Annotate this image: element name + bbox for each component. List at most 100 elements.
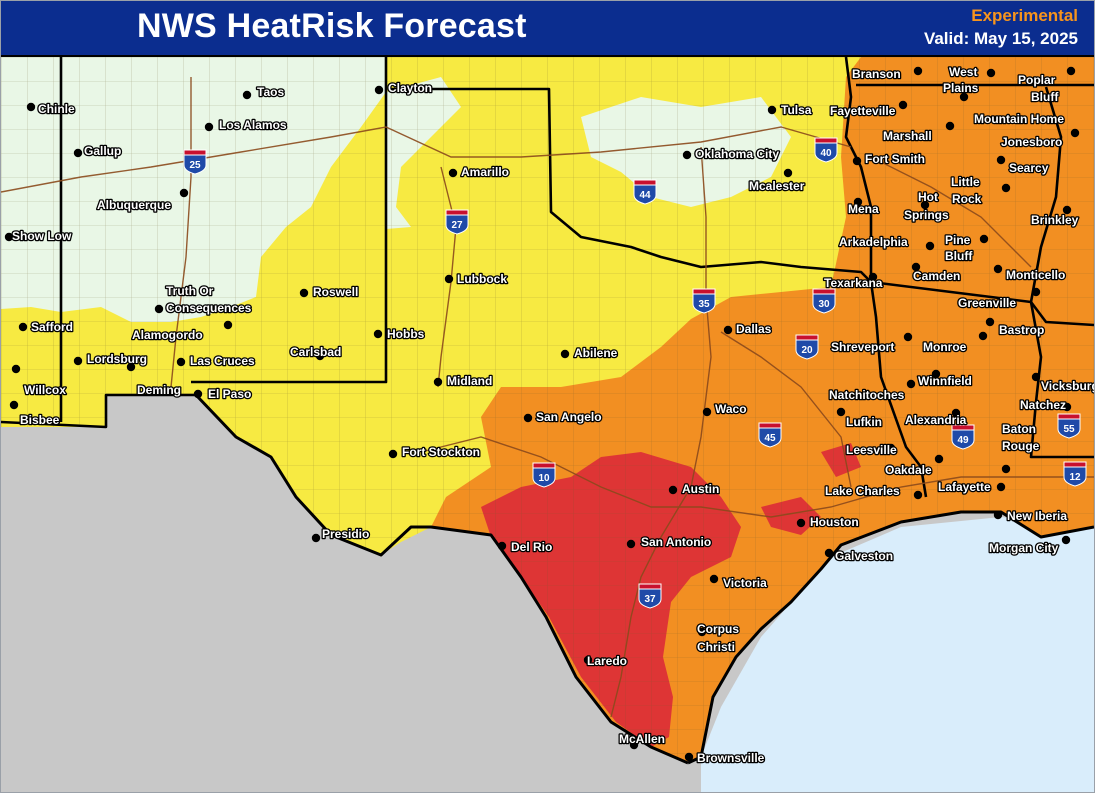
city-dot xyxy=(1062,205,1072,215)
city-label: Baton xyxy=(1002,422,1036,436)
interstate-number: 12 xyxy=(1069,472,1081,483)
interstate-shield-25: 25 xyxy=(183,149,207,175)
city-dot xyxy=(4,232,14,242)
interstate-number: 45 xyxy=(764,433,776,444)
city-label: Rouge xyxy=(1002,439,1040,453)
city-dot xyxy=(993,510,1003,520)
city-dot xyxy=(1001,464,1011,474)
interstate-shield-55: 55 xyxy=(1057,413,1081,439)
city-dot xyxy=(1001,183,1011,193)
city-dot xyxy=(836,407,846,417)
rio-grande-border xyxy=(194,393,689,765)
city-label: Marshall xyxy=(883,129,932,143)
city-label: Oakdale xyxy=(885,463,932,477)
city-dot xyxy=(853,197,863,207)
city-label: Truth Or xyxy=(166,284,214,298)
city-dot xyxy=(1031,372,1041,382)
city-dot xyxy=(906,379,916,389)
city-label: Mena xyxy=(848,202,879,216)
city-label: Plains xyxy=(943,81,979,95)
city-dot xyxy=(73,148,83,158)
city-dot xyxy=(9,400,19,410)
city-label: Poplar xyxy=(1018,73,1056,87)
city-label: Mcalester xyxy=(749,179,805,193)
city-dot xyxy=(629,740,639,750)
heatrisk-map: 25 27 40 44 35 30 20 45 49 55 12 10 37 Chinle Taos Cla… xyxy=(1,57,1094,792)
city-label: San Antonio xyxy=(641,535,711,549)
interstate-number: 40 xyxy=(820,148,832,159)
city-label: Springs xyxy=(904,208,949,222)
city-dot xyxy=(204,122,214,132)
city-dot xyxy=(986,68,996,78)
city-label: Natchitoches xyxy=(829,388,905,402)
city-dot xyxy=(448,168,458,178)
city-dot xyxy=(1070,128,1080,138)
city-label: McAllen xyxy=(619,732,665,746)
city-label: Willcox xyxy=(24,383,66,397)
interstate-number: 25 xyxy=(189,160,201,171)
city-label: Christi xyxy=(697,640,735,654)
city-dot xyxy=(11,364,21,374)
gulf-coastline xyxy=(687,510,1094,765)
city-label: Bisbee xyxy=(20,413,60,427)
city-label: Houston xyxy=(810,515,859,529)
interstate-number: 44 xyxy=(639,190,651,201)
city-dot xyxy=(913,66,923,76)
city-dot xyxy=(767,105,777,115)
interstate-number: 37 xyxy=(644,594,656,605)
interstate-shield-30: 30 xyxy=(812,288,836,314)
city-label: West xyxy=(949,65,977,79)
interstate-number: 49 xyxy=(957,435,969,446)
city-dot xyxy=(523,413,533,423)
city-label: Bastrop xyxy=(999,323,1044,337)
city-dot xyxy=(126,362,136,372)
city-label: Lufkin xyxy=(846,415,882,429)
city-label: Taos xyxy=(257,85,284,99)
city-dot xyxy=(697,627,707,637)
city-label: Winnfield xyxy=(918,374,972,388)
city-dot xyxy=(931,369,941,379)
interstate-shield-20: 20 xyxy=(795,334,819,360)
city-dot xyxy=(626,539,636,549)
city-label: Bluff xyxy=(945,249,973,263)
city-label: El Paso xyxy=(208,387,251,401)
city-label: Hot xyxy=(918,190,938,204)
city-label: Lake Charles xyxy=(825,484,900,498)
county-grid xyxy=(1,57,1094,763)
city-label: Lordsburg xyxy=(87,352,147,366)
city-dot xyxy=(18,322,28,332)
city-markers: Chinle Taos Clayton Los Alamos Gallup Albuque… xyxy=(4,64,1094,766)
city-dot xyxy=(223,320,233,330)
city-label: Corpus xyxy=(697,622,739,636)
rivers xyxy=(1,77,1094,718)
city-label: Monticello xyxy=(1006,268,1065,282)
city-label: Fayetteville xyxy=(830,104,896,118)
city-label: Alexandria xyxy=(905,413,967,427)
city-dot xyxy=(911,262,921,272)
header-bar: NWS HeatRisk Forecast Experimental Valid… xyxy=(1,1,1094,57)
city-dot xyxy=(1066,66,1076,76)
city-label: Alamogordo xyxy=(132,328,203,342)
interstate-shield-40: 40 xyxy=(814,137,838,163)
city-dot xyxy=(723,325,733,335)
city-dot xyxy=(993,264,1003,274)
city-label: Shreveport xyxy=(831,340,894,354)
city-label: Safford xyxy=(31,320,73,334)
interstate-number: 20 xyxy=(801,345,813,356)
city-label: Fort Stockton xyxy=(402,445,480,459)
interstate-shield-27: 27 xyxy=(445,209,469,235)
city-dot xyxy=(959,92,969,102)
city-dot xyxy=(979,234,989,244)
city-label: Austin xyxy=(682,482,719,496)
experimental-badge: Experimental xyxy=(971,6,1078,25)
city-label: Abilene xyxy=(574,346,618,360)
city-dot xyxy=(868,272,878,282)
interstate-number: 10 xyxy=(538,473,550,484)
city-label: Presidio xyxy=(322,527,369,541)
city-dot xyxy=(898,100,908,110)
page-title: NWS HeatRisk Forecast xyxy=(137,7,527,45)
city-label: Fort Smith xyxy=(865,152,925,166)
city-label: Chinle xyxy=(38,102,75,116)
city-label: Waco xyxy=(715,402,747,416)
city-dot xyxy=(497,541,507,551)
